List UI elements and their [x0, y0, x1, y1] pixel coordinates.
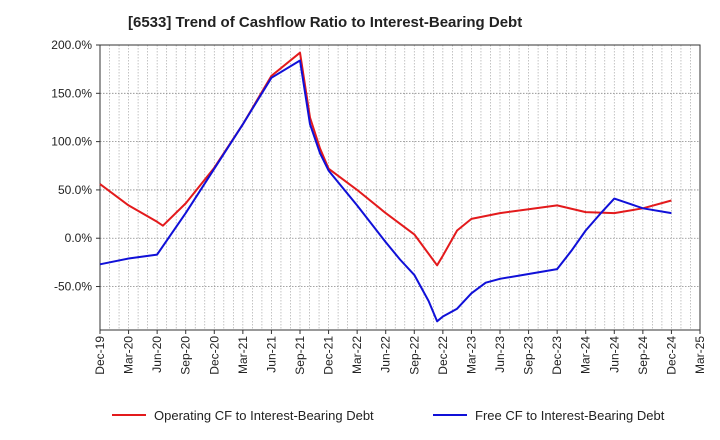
x-tick-label: Sep-23 [522, 336, 536, 375]
x-tick-label: Mar-21 [236, 336, 250, 374]
legend-item-free-cf: Free CF to Interest-Bearing Debt [433, 405, 664, 425]
y-tick-label: 150.0% [51, 86, 92, 100]
y-tick-label: 200.0% [51, 38, 92, 52]
x-tick-label: Mar-25 [693, 336, 707, 374]
series-line-operating-cf [99, 51, 672, 267]
legend-label-free-cf: Free CF to Interest-Bearing Debt [475, 407, 665, 423]
x-tick-label: Mar-24 [579, 336, 593, 374]
x-tick-label: Dec-22 [436, 336, 450, 375]
x-tick-label: Jun-22 [379, 336, 393, 373]
legend-swatch-free-cf [433, 414, 467, 416]
series-line-free-cf [99, 59, 672, 323]
y-tick-label: 0.0% [65, 231, 93, 245]
x-tick-label: Mar-23 [464, 336, 478, 374]
x-tick-label: Dec-24 [664, 336, 678, 375]
x-tick-label: Jun-23 [493, 336, 507, 373]
x-tick-label: Mar-22 [350, 336, 364, 374]
y-tick-label: -50.0% [54, 280, 92, 294]
x-tick-label: Sep-24 [636, 336, 650, 375]
plot-frame [99, 44, 701, 331]
chart-title: [6533] Trend of Cashflow Ratio to Intere… [128, 14, 523, 31]
x-tick-label: Jun-20 [150, 336, 164, 373]
legend-label-operating-cf: Operating CF to Interest-Bearing Debt [154, 407, 374, 423]
x-tick-label: Dec-21 [322, 336, 336, 375]
x-tick-label: Jun-21 [264, 336, 278, 373]
x-tick-label: Sep-20 [179, 336, 193, 375]
x-tick-label: Dec-20 [207, 336, 221, 375]
x-tick-label: Sep-22 [407, 336, 421, 375]
legend-item-operating-cf: Operating CF to Interest-Bearing Debt [112, 405, 374, 425]
x-tick-label: Jun-24 [607, 336, 621, 373]
x-tick-label: Dec-23 [550, 336, 564, 375]
x-tick-label: Mar-20 [122, 336, 136, 374]
y-tick-label: 100.0% [51, 135, 92, 149]
legend-swatch-operating-cf [112, 414, 146, 416]
x-tick-label: Dec-19 [93, 336, 107, 375]
y-tick-label: 50.0% [58, 183, 92, 197]
x-tick-label: Sep-21 [293, 336, 307, 375]
